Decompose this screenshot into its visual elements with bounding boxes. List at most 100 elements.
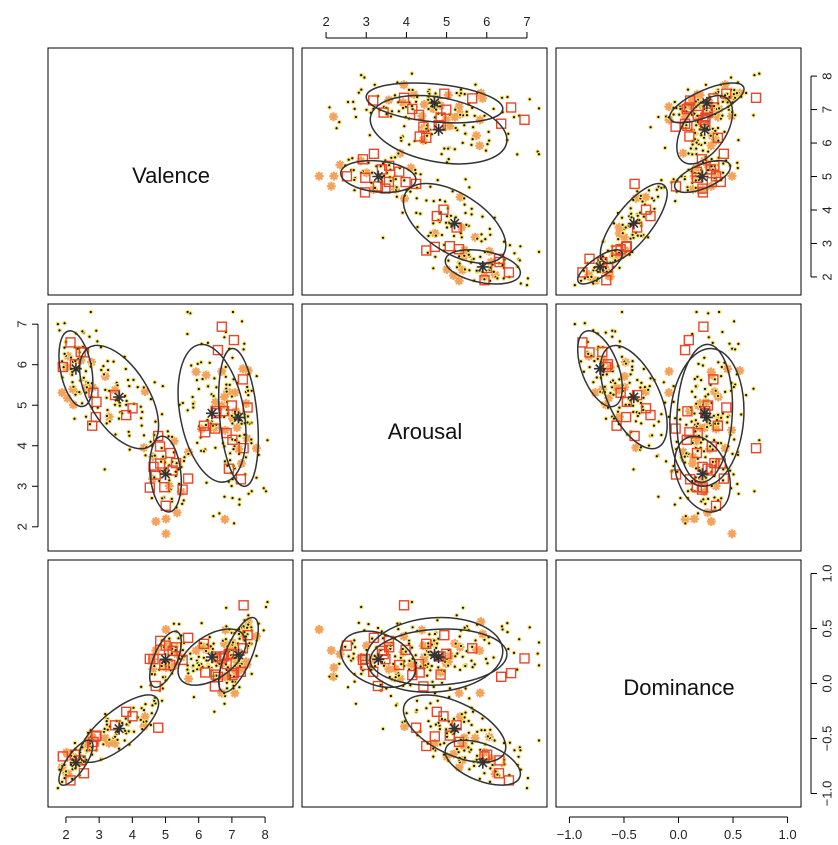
- star-point: [614, 228, 624, 238]
- dot-point: [686, 490, 690, 493]
- dot-point: [182, 459, 186, 463]
- dot-point: [753, 490, 756, 493]
- dot-point: [351, 157, 354, 160]
- dot-point: [225, 383, 228, 386]
- dot-point: [455, 266, 459, 269]
- dot-point: [455, 614, 458, 617]
- cluster-ellipse: [369, 628, 508, 686]
- dot-point: [679, 496, 682, 500]
- star-point: [727, 111, 737, 121]
- dot-point: [720, 416, 723, 419]
- star-point: [735, 366, 745, 376]
- square-point: [414, 131, 425, 142]
- star-point: [395, 674, 405, 684]
- dot-point: [388, 164, 391, 167]
- cluster-ellipse: [148, 630, 183, 689]
- dot-point: [639, 211, 642, 214]
- dot-point: [526, 777, 530, 780]
- dot-point: [153, 673, 156, 676]
- dot-point: [433, 632, 437, 636]
- dot-point: [128, 434, 131, 437]
- dot-point: [231, 422, 234, 425]
- dot-point: [460, 713, 463, 716]
- star-point: [720, 443, 730, 453]
- dot-point: [582, 370, 586, 373]
- dot-point: [125, 403, 128, 406]
- square-point: [621, 240, 632, 252]
- dot-point: [458, 255, 461, 258]
- dot-point: [693, 377, 696, 381]
- square-point: [368, 632, 380, 643]
- dot-point: [721, 114, 724, 117]
- panel-dominance-vs-arousal: [301, 559, 548, 808]
- dot-point: [487, 130, 490, 133]
- star-point: [664, 388, 674, 398]
- dot-point: [473, 114, 476, 117]
- square-point: [228, 334, 240, 346]
- cluster-center: [432, 123, 445, 136]
- dot-point: [512, 116, 516, 119]
- dot-point: [519, 282, 522, 285]
- dot-point: [728, 342, 731, 345]
- dot-point: [142, 434, 146, 437]
- star-point: [631, 443, 641, 453]
- square-point: [198, 420, 210, 431]
- dot-point: [381, 637, 385, 640]
- dot-point: [150, 712, 153, 715]
- dot-point: [415, 709, 418, 712]
- dot-point: [480, 240, 483, 243]
- dot-point: [212, 642, 215, 645]
- cluster-center: [372, 170, 385, 183]
- square-point: [359, 653, 371, 665]
- dot-point: [453, 148, 456, 151]
- dot-point: [440, 681, 444, 684]
- dot-point: [708, 422, 711, 425]
- star-point: [689, 514, 699, 524]
- cluster-center: [700, 411, 713, 424]
- dot-point: [464, 211, 467, 215]
- panel-marks: [572, 309, 762, 539]
- dot-point: [618, 266, 621, 269]
- star-point: [449, 749, 459, 759]
- dot-point: [596, 357, 599, 360]
- dot-point: [200, 361, 203, 364]
- dot-point: [704, 456, 707, 459]
- dot-point: [470, 213, 473, 216]
- star-point: [335, 160, 345, 170]
- dot-point: [234, 439, 237, 442]
- dot-point: [467, 719, 470, 723]
- tick-label: −0.5: [820, 726, 835, 752]
- dot-point: [642, 367, 645, 371]
- dot-point: [212, 515, 215, 518]
- dot-point: [471, 645, 474, 649]
- dot-point: [172, 622, 175, 625]
- dot-point: [758, 72, 761, 75]
- star-point: [399, 80, 409, 90]
- star-point: [406, 163, 416, 173]
- dot-point: [360, 605, 363, 609]
- star-point: [614, 385, 624, 395]
- dot-point: [190, 657, 193, 661]
- dot-point: [496, 773, 499, 776]
- dot-point: [636, 234, 639, 237]
- dot-point: [716, 394, 720, 398]
- dot-point: [225, 625, 228, 628]
- dot-point: [696, 375, 699, 378]
- dot-point: [414, 172, 417, 175]
- dot-point: [473, 764, 476, 768]
- dot-point: [703, 141, 707, 144]
- square-point: [620, 411, 632, 423]
- dot-point: [657, 420, 660, 423]
- star-point: [458, 265, 467, 275]
- cluster-ellipse: [444, 739, 522, 786]
- dot-point: [651, 434, 654, 437]
- dot-point: [481, 215, 484, 218]
- dot-point: [230, 484, 233, 488]
- star-point: [238, 364, 248, 374]
- dot-point: [230, 395, 233, 398]
- dot-point: [638, 219, 641, 222]
- square-point: [435, 669, 446, 680]
- dot-point: [614, 382, 617, 385]
- square-point: [160, 640, 171, 651]
- dot-point: [696, 449, 699, 452]
